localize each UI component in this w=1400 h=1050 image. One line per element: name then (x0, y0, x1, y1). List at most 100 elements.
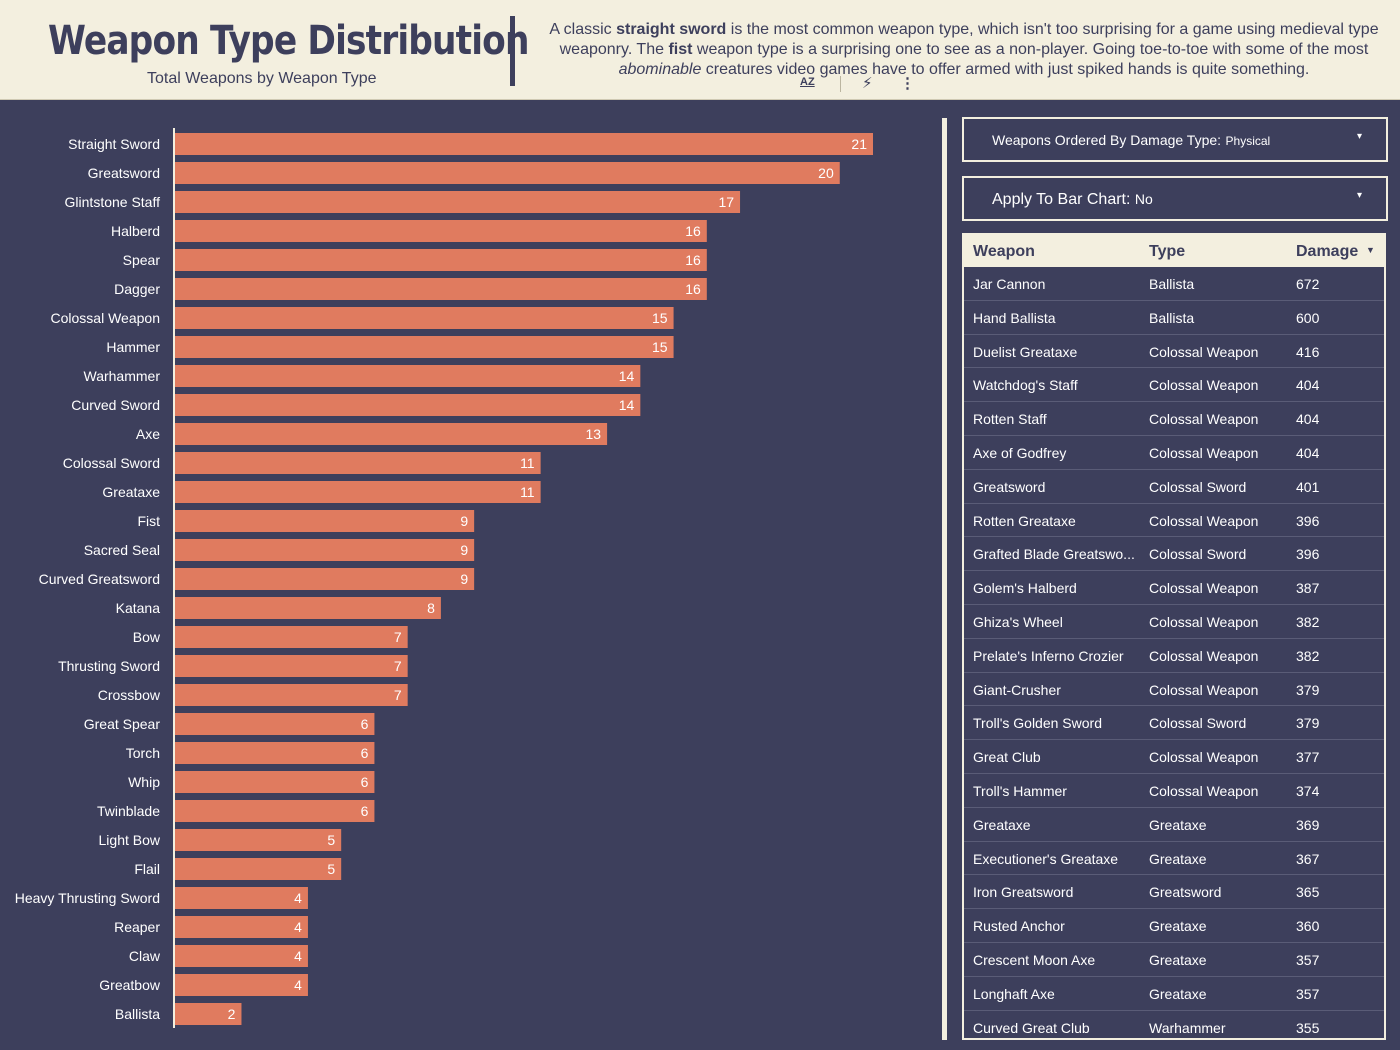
bar[interactable] (175, 1003, 242, 1025)
table-row[interactable]: Duelist Greataxe Colossal Weapon 416 (964, 335, 1384, 369)
more-vertical-icon[interactable]: ⋮ (900, 75, 915, 92)
page-title: Weapon Type Distribution (48, 18, 529, 64)
bar[interactable] (175, 394, 641, 416)
category-label: Ballista (115, 1006, 160, 1022)
bar[interactable] (175, 220, 707, 242)
cell-damage: 360 (1296, 918, 1320, 935)
value-label: 8 (427, 600, 435, 616)
bar[interactable] (175, 162, 840, 184)
table-row[interactable]: Troll's Golden Sword Colossal Sword 379 (964, 706, 1384, 741)
cell-type: Colossal Weapon (1149, 613, 1259, 630)
table-row[interactable]: Rotten Staff Colossal Weapon 404 (964, 402, 1384, 436)
cell-damage: 379 (1296, 715, 1320, 732)
table-row[interactable]: Axe of Godfrey Colossal Weapon 404 (964, 436, 1384, 470)
cell-damage: 377 (1296, 749, 1320, 766)
table-row[interactable]: Iron Greatsword Greatsword 365 (964, 875, 1384, 910)
apply-to-chart-filter[interactable]: Apply To Bar Chart: No ▾ (962, 176, 1388, 221)
cell-damage: 374 (1296, 782, 1320, 799)
bar[interactable] (175, 481, 541, 503)
table-row[interactable]: Greatsword Colossal Sword 401 (964, 470, 1384, 504)
cell-damage: 404 (1296, 444, 1320, 461)
column-header-type[interactable]: Type (1149, 243, 1186, 260)
category-label: Heavy Thrusting Sword (15, 890, 160, 906)
bar[interactable] (175, 916, 308, 938)
sort-desc-icon[interactable]: ▼ (1366, 245, 1375, 255)
bar[interactable] (175, 191, 741, 213)
bar[interactable] (175, 249, 707, 271)
bar[interactable] (175, 336, 674, 358)
bar[interactable] (175, 539, 475, 561)
damage-type-filter[interactable]: Weapons Ordered By Damage Type: Physical… (962, 117, 1388, 162)
table-row[interactable]: Ghiza's Wheel Colossal Weapon 382 (964, 605, 1384, 639)
value-label: 16 (685, 281, 701, 297)
table-row[interactable]: Giant-Crusher Colossal Weapon 379 (964, 673, 1384, 707)
bar[interactable] (175, 626, 408, 648)
value-label: 5 (327, 861, 335, 877)
column-header-damage[interactable]: Damage (1296, 243, 1359, 260)
cell-damage: 672 (1296, 276, 1320, 292)
table-row[interactable]: Prelate's Inferno Crozier Colossal Weapon… (964, 639, 1384, 673)
value-label: 4 (294, 890, 302, 906)
cell-damage: 396 (1296, 546, 1320, 563)
bar[interactable] (175, 655, 408, 677)
value-label: 17 (718, 194, 734, 210)
chevron-down-icon[interactable]: ▾ (1356, 190, 1362, 201)
table-row[interactable]: Grafted Blade Greatswo... Colossal Sword 3… (964, 537, 1384, 572)
category-label: Whip (128, 774, 160, 790)
table-row[interactable]: Golem's Halberd Colossal Weapon 387 (964, 571, 1384, 605)
bar[interactable] (175, 684, 408, 706)
value-label: 9 (460, 513, 468, 529)
value-label: 4 (294, 948, 302, 964)
cell-damage: 404 (1296, 411, 1320, 428)
table-row[interactable]: Executioner's Greataxe Greataxe 367 (964, 842, 1384, 876)
bar[interactable] (175, 771, 375, 793)
column-header-weapon[interactable]: Weapon (973, 243, 1035, 260)
bar[interactable] (175, 423, 608, 445)
bar[interactable] (175, 452, 541, 474)
lightning-icon[interactable]: ⚡︎ (862, 75, 873, 92)
table-row[interactable]: Curved Great Club Warhammer 355 (964, 1011, 1384, 1038)
cell-type: Colossal Weapon (1149, 411, 1259, 428)
bar[interactable] (175, 133, 873, 155)
category-label: Flail (134, 861, 160, 877)
category-label: Sacred Seal (84, 542, 160, 558)
bar[interactable] (175, 713, 375, 735)
bar[interactable] (175, 278, 707, 300)
table-row[interactable]: Longhaft Axe Greataxe 357 (964, 977, 1384, 1011)
cell-type: Greataxe (1149, 816, 1207, 833)
bar[interactable] (175, 858, 342, 880)
value-label: 16 (685, 223, 701, 239)
cell-type: Ballista (1149, 309, 1195, 326)
cell-type: Colossal Weapon (1149, 512, 1259, 529)
chevron-down-icon[interactable]: ▾ (1356, 131, 1362, 142)
bar[interactable] (175, 365, 641, 387)
table-row[interactable]: Watchdog's Staff Colossal Weapon 404 (964, 368, 1384, 403)
category-label: Halberd (111, 223, 160, 239)
category-label: Colossal Sword (63, 455, 160, 471)
table-row[interactable]: Rotten Greataxe Colossal Weapon 396 (964, 504, 1384, 538)
table-row[interactable]: Jar Cannon Ballista 672 (964, 267, 1384, 301)
category-label: Hammer (106, 339, 160, 355)
table-row[interactable]: Great Club Colossal Weapon 377 (964, 740, 1384, 774)
value-label: 7 (394, 687, 402, 703)
bar[interactable] (175, 510, 475, 532)
table-row[interactable]: Rusted Anchor Greataxe 360 (964, 909, 1384, 943)
category-label: Twinblade (97, 803, 160, 819)
table-row[interactable]: Troll's Hammer Colossal Weapon 374 (964, 774, 1384, 808)
bar[interactable] (175, 597, 441, 619)
bar[interactable] (175, 945, 308, 967)
bar[interactable] (175, 742, 375, 764)
cell-weapon: Executioner's Greataxe (973, 850, 1119, 867)
bar[interactable] (175, 974, 308, 996)
table-row[interactable]: Hand Ballista Ballista 600 (964, 301, 1384, 335)
bar[interactable] (175, 800, 375, 822)
bar[interactable] (175, 829, 342, 851)
bar[interactable] (175, 568, 475, 590)
table-row[interactable]: Crescent Moon Axe Greataxe 357 (964, 943, 1384, 977)
apply-filter-value: No (1134, 191, 1153, 207)
bar[interactable] (175, 307, 674, 329)
cell-damage: 355 (1296, 1019, 1320, 1036)
sort-az-icon[interactable]: AZ (800, 76, 815, 88)
bar[interactable] (175, 887, 308, 909)
table-row[interactable]: Greataxe Greataxe 369 (964, 808, 1384, 842)
